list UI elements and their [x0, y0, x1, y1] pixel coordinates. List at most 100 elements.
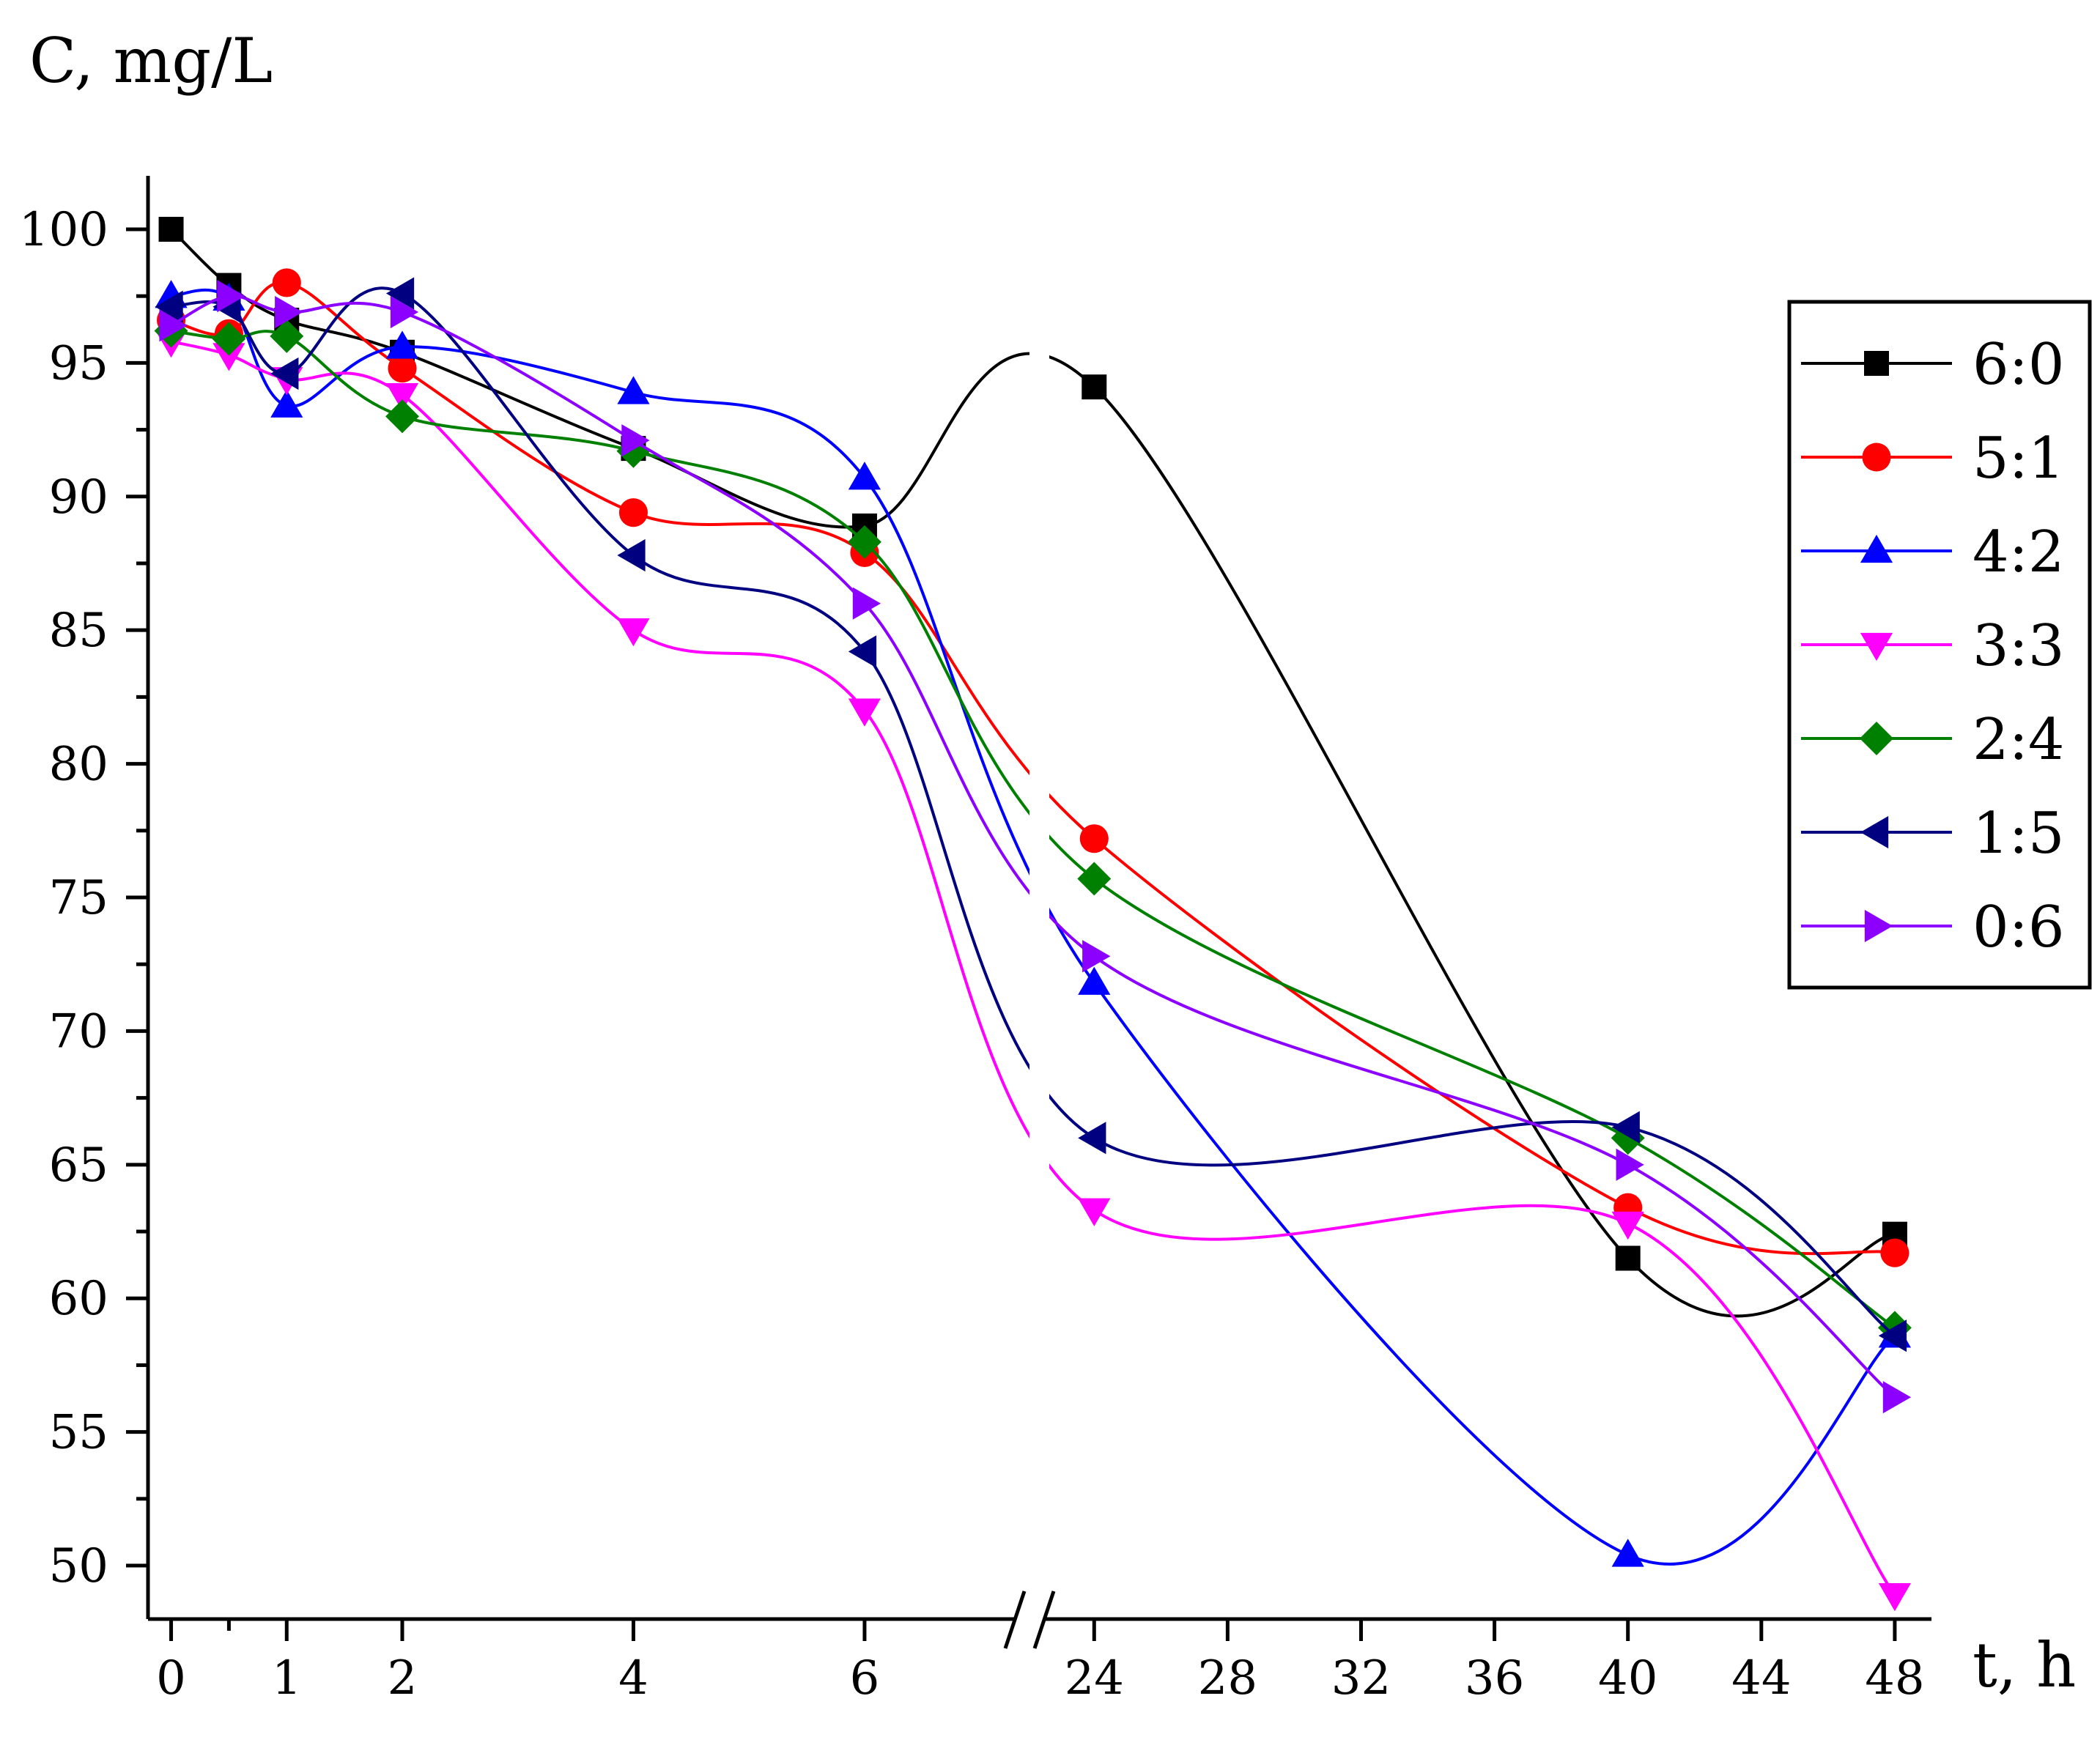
- x-tick-label: 2: [388, 1651, 418, 1705]
- y-tick-label: 65: [49, 1138, 108, 1193]
- y-tick-label: 60: [49, 1272, 108, 1326]
- legend-marker: [1860, 722, 1893, 755]
- x-tick-label: 48: [1865, 1651, 1924, 1705]
- legend-label: 5:1: [1973, 426, 2065, 492]
- y-tick-label: 55: [49, 1406, 108, 1460]
- data-point: [1077, 862, 1112, 896]
- y-tick-label: 50: [49, 1539, 108, 1593]
- series-line-3-3: [171, 340, 1029, 1138]
- x-axis-title: t, h: [1973, 1629, 2076, 1701]
- legend-marker: [1864, 351, 1889, 376]
- data-point: [847, 525, 881, 559]
- data-point: [1079, 824, 1109, 853]
- series-line-0-6: [1049, 914, 1896, 1399]
- data-point: [1878, 1319, 1907, 1352]
- legend: 6:0 5:1 4:2 3:3 2:4 1:5 0:6: [1787, 300, 2092, 990]
- data-point: [618, 498, 648, 527]
- legend-marker: [1864, 909, 1893, 943]
- data-point: [852, 587, 881, 620]
- data-point: [388, 354, 417, 383]
- series-line-2-4: [171, 329, 1029, 816]
- x-tick-label: 6: [850, 1651, 880, 1705]
- data-point: [1878, 1583, 1912, 1612]
- data-point: [621, 424, 650, 457]
- x-tick-label: 24: [1065, 1651, 1124, 1705]
- y-tick-label: 80: [49, 738, 108, 792]
- series-line-1-5: [171, 286, 1029, 1070]
- data-point: [1880, 1238, 1909, 1267]
- data-point: [1082, 374, 1107, 400]
- series-line-6-0: [1049, 355, 1896, 1318]
- data-point: [848, 635, 877, 668]
- data-point: [385, 277, 415, 310]
- legend-label: 4:2: [1973, 519, 2065, 585]
- y-tick-label: 75: [49, 871, 108, 925]
- data-point: [1611, 1111, 1640, 1144]
- data-point: [1882, 1381, 1912, 1414]
- x-tick-label: 0: [156, 1651, 186, 1705]
- y-axis-title: C, mg/L: [29, 25, 273, 97]
- data-point: [270, 319, 304, 353]
- data-point: [1078, 966, 1111, 995]
- y-tick-label: 90: [49, 470, 108, 525]
- legend-marker: [1862, 442, 1891, 472]
- x-tick-label: 1: [272, 1651, 302, 1705]
- x-tick-label: 28: [1198, 1651, 1257, 1705]
- axis-break-mark: [1003, 1590, 1027, 1649]
- data-point: [1078, 1198, 1111, 1226]
- data-point: [385, 382, 419, 412]
- legend-label: 3:3: [1973, 613, 2065, 679]
- data-point: [272, 268, 301, 297]
- data-point: [1615, 1245, 1641, 1271]
- x-tick-label: 4: [618, 1651, 648, 1705]
- data-point: [848, 698, 881, 727]
- data-point: [158, 216, 184, 242]
- data-point: [617, 538, 646, 572]
- y-tick-label: 95: [49, 336, 108, 390]
- legend-marker: [1860, 815, 1889, 849]
- data-point: [617, 618, 650, 647]
- series-line-4-2: [171, 288, 1029, 876]
- y-tick-label: 100: [19, 203, 108, 257]
- data-point: [155, 290, 183, 323]
- data-point: [212, 343, 245, 371]
- data-point: [212, 322, 246, 356]
- data-point: [385, 399, 419, 434]
- x-tick-label: 40: [1598, 1651, 1657, 1705]
- series-line-5-1: [170, 281, 1029, 776]
- legend-marker: [1860, 534, 1893, 563]
- axis-break-mark: [1032, 1590, 1056, 1649]
- series-line-2-4: [1049, 834, 1896, 1329]
- data-point: [217, 280, 245, 313]
- y-tick-label: 70: [49, 1004, 108, 1059]
- legend-marker: [1860, 632, 1893, 662]
- data-point: [385, 330, 419, 359]
- series-line-5-1: [1049, 793, 1896, 1256]
- series-line-4-2: [1049, 907, 1896, 1566]
- x-tick-label: 32: [1331, 1651, 1391, 1705]
- series-line-0-6: [170, 294, 1029, 895]
- data-point: [1611, 1211, 1644, 1240]
- data-point: [270, 357, 299, 390]
- series-line-6-0: [170, 228, 1029, 529]
- data-point: [159, 309, 188, 342]
- data-point: [270, 389, 303, 418]
- y-tick-label: 85: [49, 604, 108, 658]
- legend-label: 6:0: [1973, 332, 2065, 398]
- series-line-1-5: [1049, 1093, 1896, 1337]
- data-point: [617, 376, 650, 404]
- series-line-3-3: [1049, 1163, 1896, 1596]
- x-tick-label: 36: [1465, 1651, 1524, 1705]
- data-point: [1082, 940, 1111, 973]
- data-point: [275, 295, 303, 329]
- legend-label: 0:6: [1973, 895, 2065, 960]
- legend-label: 1:5: [1973, 801, 2065, 867]
- data-point: [1616, 1148, 1644, 1181]
- legend-label: 2:4: [1973, 707, 2065, 773]
- data-point: [390, 295, 419, 329]
- data-point: [1611, 1538, 1644, 1567]
- data-point: [1078, 1122, 1106, 1155]
- data-point: [848, 462, 881, 490]
